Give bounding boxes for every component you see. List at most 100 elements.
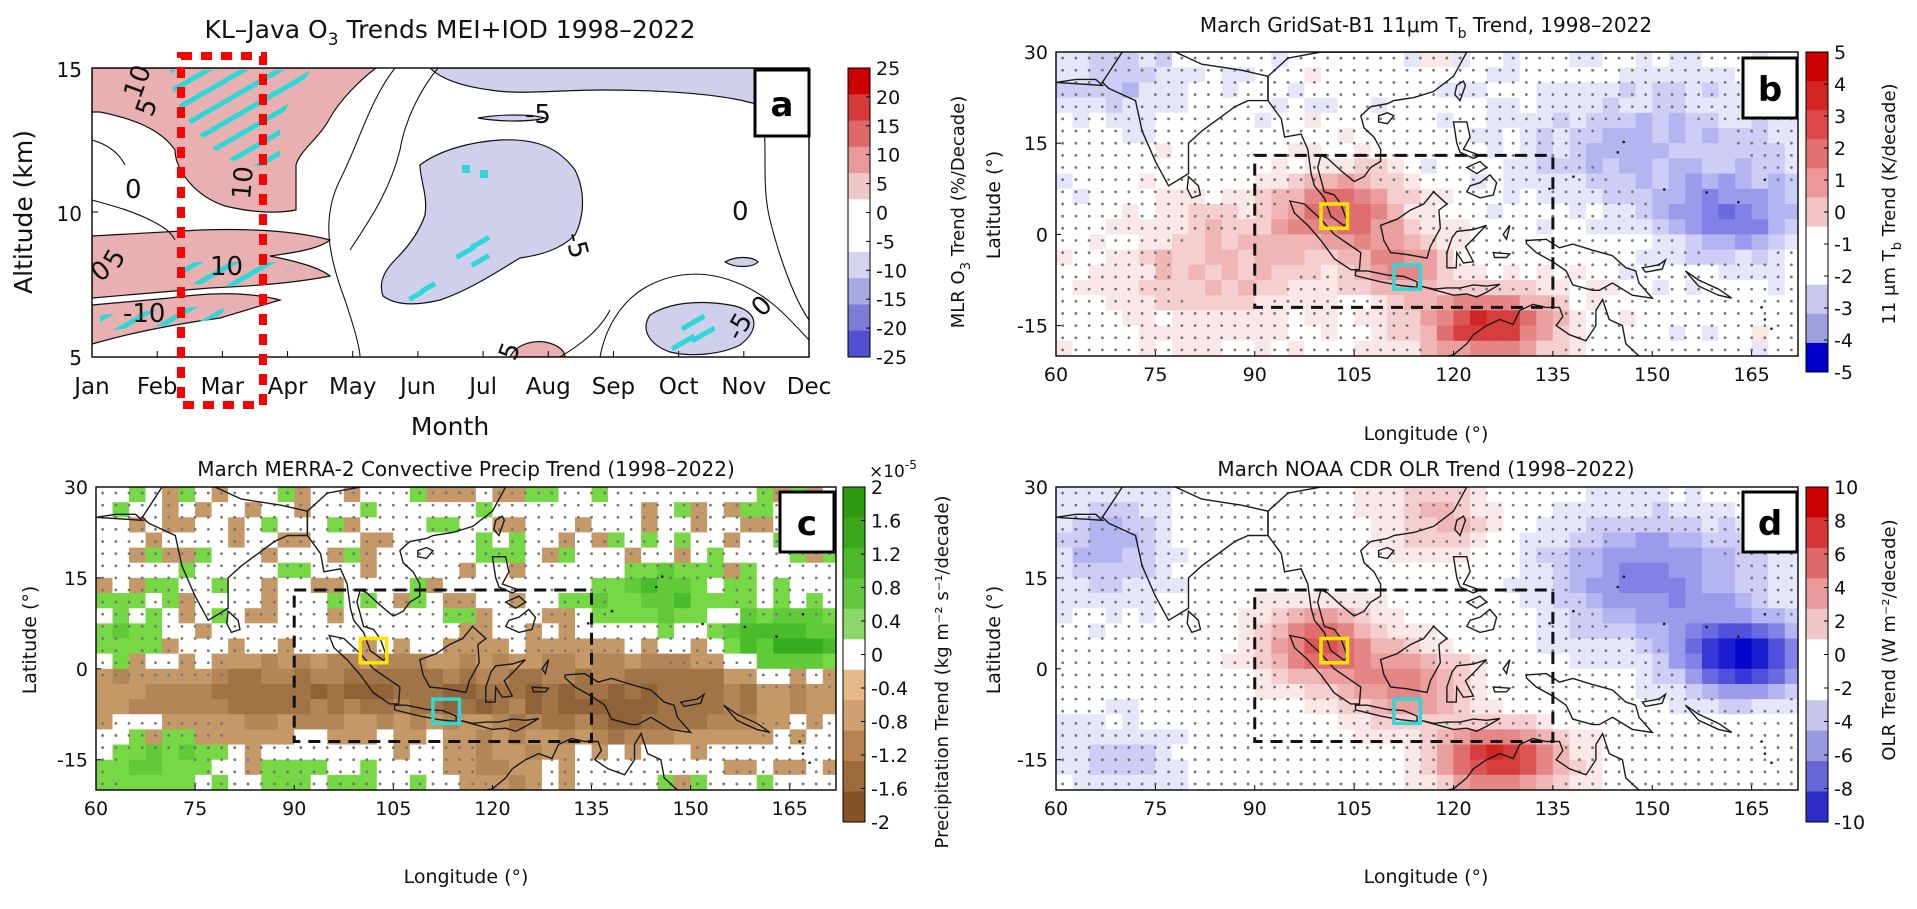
grid-cell [1089, 547, 1107, 564]
stipple-dot [603, 528, 607, 531]
stipple-dot [1061, 202, 1065, 206]
stipple-dot [1273, 336, 1277, 340]
stipple-dot [576, 528, 580, 531]
stipple-dot [1167, 117, 1171, 121]
stipple-dot [497, 491, 501, 495]
stipple-dot [1776, 275, 1780, 279]
stipple-dot [1167, 263, 1171, 267]
stipple-dot [431, 637, 435, 640]
stipple-dot [709, 540, 712, 543]
grid-cell [806, 562, 824, 579]
stipple-dot [444, 540, 448, 543]
grid-cell [707, 487, 725, 503]
grid-cell [541, 699, 560, 715]
stipple-dot [1299, 166, 1303, 169]
stipple-dot [140, 588, 144, 592]
stipple-dot [1418, 178, 1422, 182]
grid-cell [1221, 593, 1239, 609]
stipple-dot [590, 540, 593, 543]
stipple-dot [748, 588, 752, 592]
grid-cell [1619, 562, 1637, 579]
grid-cell [261, 774, 279, 790]
stipple-dot [1220, 202, 1224, 206]
grid-cell [508, 517, 527, 534]
grid-cell [1519, 547, 1537, 564]
stipple-dot [1140, 166, 1144, 169]
grid-cell [1221, 653, 1239, 670]
stipple-dot [484, 528, 488, 531]
grid-cell [591, 517, 609, 534]
grid-cell [707, 759, 725, 776]
grid-cell [112, 638, 130, 655]
grid-cell [1569, 67, 1587, 83]
grid-cell [1171, 593, 1190, 609]
panel-a-title: KL–Java O3 Trends MEI+IOD 1998–2022 [204, 15, 695, 50]
stipple-dot [259, 782, 263, 786]
grid-cell [508, 547, 527, 564]
grid-cell [1254, 310, 1272, 327]
grid-cell [1569, 143, 1587, 159]
grid-cell [789, 683, 807, 700]
stipple-dot [1750, 348, 1754, 352]
grid-cell [773, 729, 791, 746]
grid-cell [1105, 729, 1123, 746]
stipple-dot [1498, 190, 1502, 194]
grid-cell [1138, 699, 1156, 715]
grid-cell [508, 532, 527, 549]
grid-cell [1701, 67, 1720, 83]
grid-cell [343, 699, 361, 715]
stipple-dot [1405, 141, 1409, 145]
grid-cell [756, 653, 774, 670]
stipple-dot [1379, 141, 1383, 145]
grid-cell [327, 714, 345, 730]
stipple-dot [286, 758, 290, 762]
stipple-dot [1577, 324, 1581, 327]
grid-cell [1387, 204, 1405, 220]
grid-cell [96, 532, 114, 549]
grid-cell [1701, 623, 1720, 640]
stipple-dot [259, 649, 263, 653]
stipple-dot [616, 491, 620, 495]
stipple-dot [563, 624, 567, 628]
grid-cell [492, 562, 510, 579]
grid-cell [96, 517, 114, 534]
colorbar-tick-label: 2 [871, 477, 883, 499]
grid-cell [1586, 653, 1604, 670]
stipple-dot [1524, 166, 1528, 169]
grid-cell [1387, 653, 1405, 670]
grid-cell [1685, 143, 1703, 159]
grid-cell [1403, 97, 1421, 114]
grid-cell [1337, 173, 1355, 190]
grid-cell [1354, 502, 1372, 518]
stipple-dot [1723, 348, 1727, 352]
stipple-dot [339, 649, 342, 653]
stipple-dot [471, 576, 475, 580]
grid-cell [1701, 249, 1720, 266]
stipple-dot [510, 576, 514, 580]
stipple-dot [748, 564, 752, 568]
stipple-dot [775, 576, 778, 580]
stipple-dot [1683, 263, 1687, 267]
stipple-dot [497, 528, 501, 531]
grid-cell [1205, 143, 1223, 159]
grid-cell [608, 699, 626, 715]
grid-cell [360, 562, 378, 579]
stipple-dot [1114, 105, 1118, 109]
grid-cell [195, 714, 213, 730]
grid-cell [1519, 219, 1537, 235]
grid-cell [789, 623, 807, 640]
stipple-dot [206, 721, 210, 725]
stipple-dot [1061, 226, 1065, 230]
stipple-dot [1352, 93, 1356, 96]
grid-cell [1370, 219, 1388, 235]
stipple-dot [827, 564, 831, 568]
grid-cell [690, 562, 708, 579]
stipple-dot [286, 746, 290, 749]
stipple-dot [1392, 141, 1396, 145]
grid-cell [690, 699, 708, 715]
grid-cell [492, 668, 510, 685]
grid-cell [1138, 158, 1156, 175]
grid-cell [1056, 97, 1074, 114]
stipple-dot [1511, 153, 1515, 157]
